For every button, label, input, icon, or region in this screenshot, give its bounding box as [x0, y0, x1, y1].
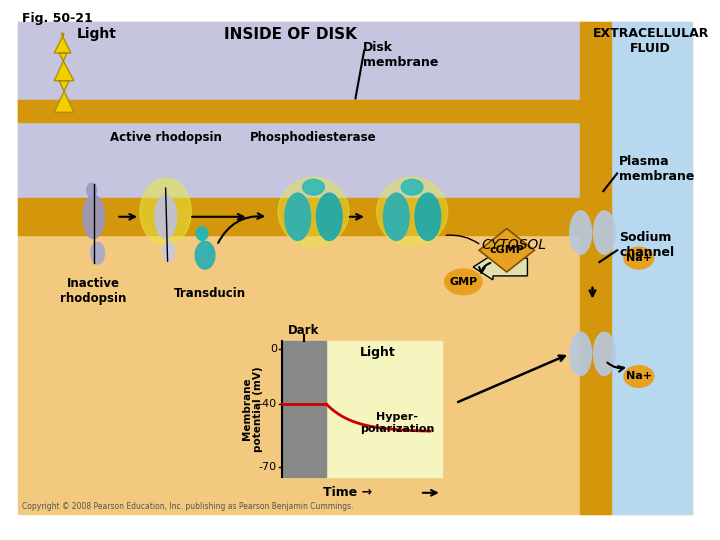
Bar — [609, 22, 692, 515]
Ellipse shape — [91, 242, 104, 264]
Text: Membrane
potential (mV): Membrane potential (mV) — [242, 366, 264, 452]
Text: Phosphodiesterase: Phosphodiesterase — [250, 131, 377, 144]
Ellipse shape — [377, 177, 448, 246]
Ellipse shape — [195, 241, 215, 269]
Text: Transducin: Transducin — [174, 287, 246, 300]
Bar — [18, 198, 598, 235]
Ellipse shape — [285, 193, 310, 240]
Text: Dark: Dark — [288, 324, 320, 337]
Text: CYTOSOL: CYTOSOL — [481, 239, 546, 253]
Ellipse shape — [401, 179, 423, 195]
Bar — [282, 341, 326, 477]
Text: Sodium
channel: Sodium channel — [619, 231, 674, 259]
Text: Time →: Time → — [323, 487, 372, 500]
Text: Plasma
membrane: Plasma membrane — [619, 156, 695, 184]
Ellipse shape — [593, 211, 615, 254]
Text: EXTRACELLULAR
FLUID: EXTRACELLULAR FLUID — [593, 28, 709, 56]
Ellipse shape — [570, 332, 592, 375]
Ellipse shape — [86, 183, 96, 197]
Ellipse shape — [445, 269, 482, 295]
Ellipse shape — [384, 193, 409, 240]
Ellipse shape — [415, 193, 441, 240]
Text: -70: -70 — [259, 462, 277, 472]
Bar — [18, 100, 598, 122]
Ellipse shape — [83, 195, 104, 239]
Text: Inactive
rhodopsin: Inactive rhodopsin — [60, 277, 127, 305]
Ellipse shape — [278, 177, 349, 246]
Ellipse shape — [593, 332, 615, 375]
Text: cGMP: cGMP — [490, 245, 524, 255]
Text: Fig. 50-21: Fig. 50-21 — [22, 12, 92, 25]
Text: Light: Light — [360, 346, 395, 359]
Text: Active rhodopsin: Active rhodopsin — [109, 131, 222, 144]
Text: INSIDE OF DISK: INSIDE OF DISK — [225, 28, 357, 43]
Bar — [282, 341, 441, 477]
Text: -40: -40 — [259, 399, 277, 409]
FancyArrow shape — [473, 254, 528, 280]
Bar — [18, 22, 598, 201]
Ellipse shape — [317, 193, 342, 240]
Text: Disk
membrane: Disk membrane — [363, 41, 438, 69]
Ellipse shape — [140, 178, 192, 245]
Text: Na+: Na+ — [626, 372, 652, 381]
Ellipse shape — [196, 227, 208, 240]
Bar — [580, 22, 611, 515]
Polygon shape — [479, 228, 534, 272]
Ellipse shape — [624, 366, 654, 387]
Ellipse shape — [570, 211, 592, 254]
Ellipse shape — [163, 241, 174, 261]
Text: Copyright © 2008 Pearson Education, Inc. publishing as Pearson Benjamin Cummings: Copyright © 2008 Pearson Education, Inc.… — [22, 502, 354, 510]
Text: Na+: Na+ — [626, 253, 652, 263]
Text: Light: Light — [77, 28, 117, 42]
Text: GMP: GMP — [449, 277, 477, 287]
Ellipse shape — [302, 179, 324, 195]
Polygon shape — [54, 33, 74, 112]
Text: 0: 0 — [270, 344, 277, 354]
Ellipse shape — [155, 195, 176, 239]
Ellipse shape — [624, 247, 654, 269]
Text: Hyper-
polarization: Hyper- polarization — [360, 412, 434, 434]
